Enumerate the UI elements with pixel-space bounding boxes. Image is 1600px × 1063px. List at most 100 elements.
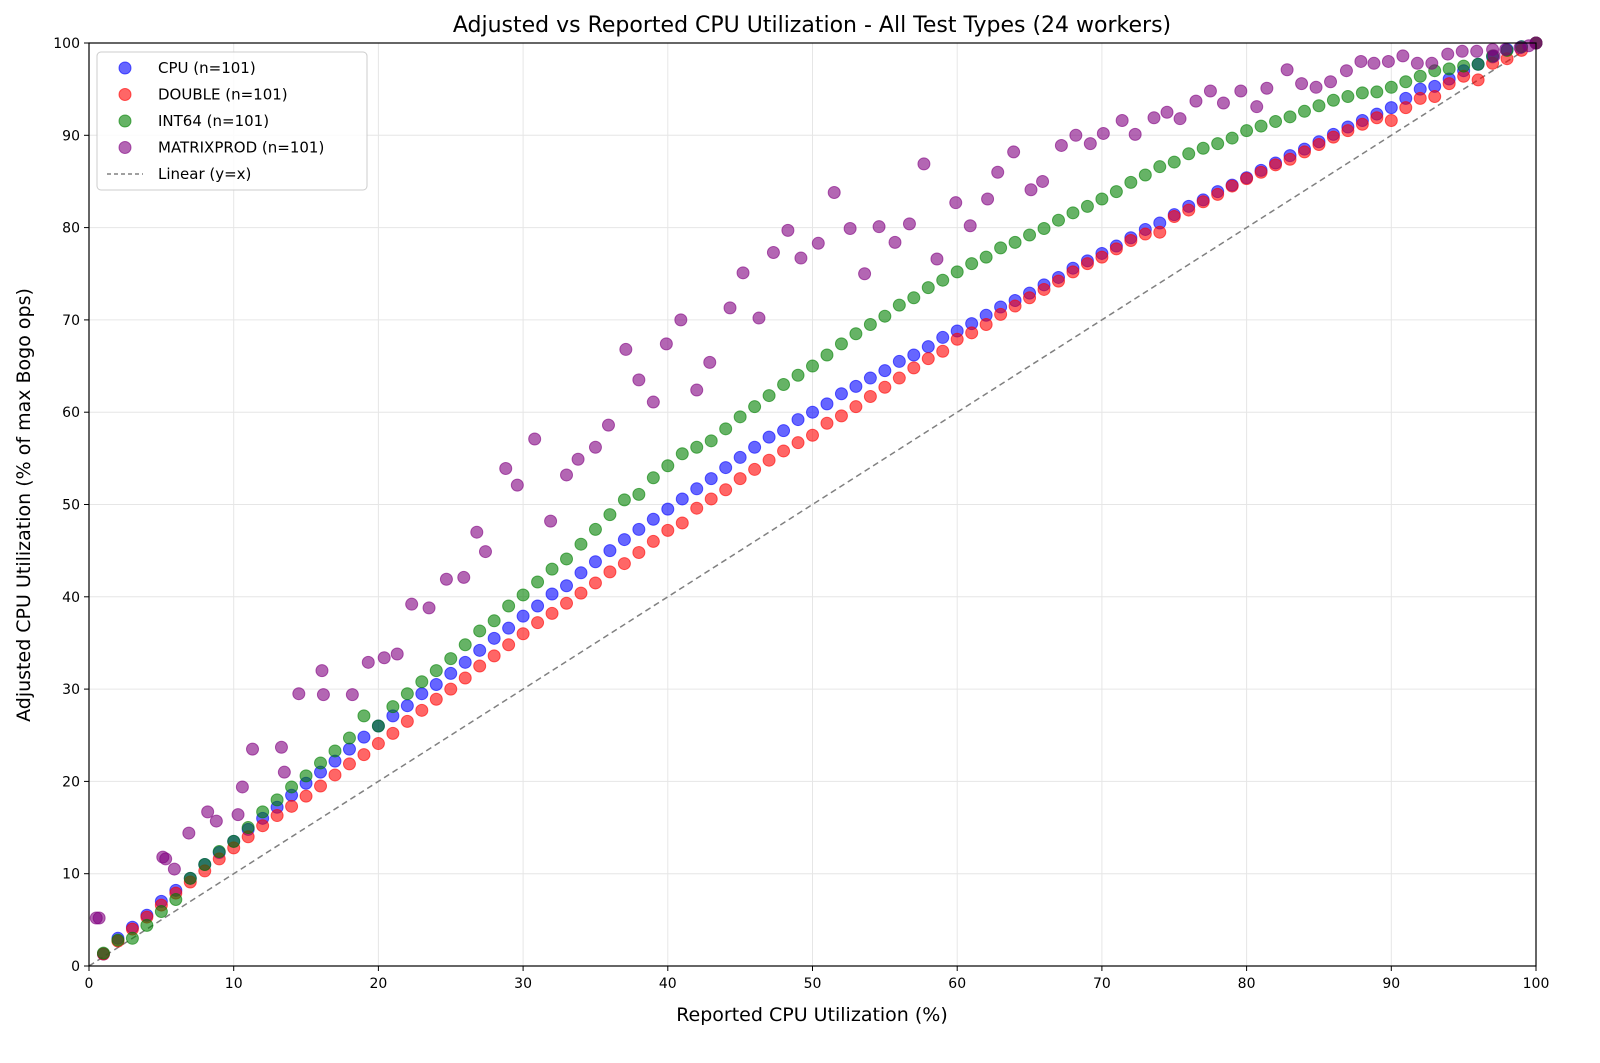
data-point: [863, 318, 877, 332]
data-point: [405, 597, 419, 611]
data-point: [748, 400, 762, 414]
data-point: [277, 765, 291, 779]
data-point: [1384, 80, 1398, 94]
data-point: [762, 453, 776, 467]
data-point: [1147, 111, 1161, 125]
data-point: [979, 318, 993, 332]
data-point: [777, 424, 791, 438]
data-point: [690, 440, 704, 454]
data-point: [1066, 206, 1080, 220]
data-point: [979, 250, 993, 264]
data-point: [675, 447, 689, 461]
data-point: [1487, 49, 1501, 63]
data-point: [528, 432, 542, 446]
data-point: [834, 337, 848, 351]
data-point: [212, 845, 226, 859]
data-point: [1442, 77, 1456, 91]
data-point: [675, 492, 689, 506]
data-point: [571, 452, 585, 466]
data-point: [888, 235, 902, 249]
data-points: [89, 36, 1543, 961]
data-point: [834, 387, 848, 401]
data-point: [752, 311, 766, 325]
data-point: [1115, 114, 1129, 128]
data-point: [863, 390, 877, 404]
data-point: [415, 703, 429, 717]
data-point: [704, 472, 718, 486]
data-point: [92, 911, 106, 925]
data-point: [270, 793, 284, 807]
legend-marker: [118, 141, 132, 154]
data-point: [487, 631, 501, 645]
data-point: [646, 512, 660, 526]
y-tick-label: 20: [62, 774, 80, 790]
data-point: [703, 355, 717, 369]
x-tick-label: 20: [369, 976, 387, 992]
data-point: [646, 534, 660, 548]
data-point: [560, 579, 574, 593]
data-point: [429, 664, 443, 678]
data-point: [299, 789, 313, 803]
data-point: [588, 555, 602, 569]
data-point: [531, 616, 545, 630]
data-point: [1442, 62, 1456, 76]
data-point: [574, 586, 588, 600]
data-point: [1441, 47, 1455, 61]
data-point: [849, 400, 863, 414]
data-point: [794, 251, 808, 265]
data-point: [361, 655, 375, 669]
data-point: [588, 522, 602, 536]
data-point: [241, 821, 255, 835]
data-point: [1283, 110, 1297, 124]
data-point: [936, 330, 950, 344]
data-point: [675, 516, 689, 530]
data-point: [182, 826, 196, 840]
data-point: [473, 659, 487, 673]
data-point: [470, 525, 484, 539]
data-point: [357, 748, 371, 762]
data-point: [167, 862, 181, 876]
data-point: [1128, 127, 1142, 141]
legend-label: MATRIXPROD (n=101): [158, 139, 324, 157]
series-matrixprod: [89, 36, 1543, 925]
data-point: [246, 742, 260, 756]
data-point: [1470, 44, 1484, 58]
data-point: [981, 192, 995, 206]
data-point: [878, 364, 892, 378]
data-point: [516, 609, 530, 623]
data-point: [457, 570, 471, 584]
data-point: [342, 757, 356, 771]
data-point: [1138, 168, 1152, 182]
data-point: [270, 809, 284, 823]
data-point: [1124, 234, 1138, 248]
data-point: [791, 368, 805, 382]
data-point: [1096, 126, 1110, 140]
data-point: [439, 572, 453, 586]
data-point: [1250, 100, 1264, 114]
y-tick-label: 40: [62, 590, 80, 606]
data-point: [849, 327, 863, 341]
data-point: [1425, 56, 1439, 70]
y-tick-label: 70: [62, 313, 80, 329]
y-tick-label: 50: [62, 498, 80, 514]
data-point: [601, 418, 615, 432]
data-point: [544, 514, 558, 528]
data-point: [400, 699, 414, 713]
data-point: [315, 664, 329, 678]
data-point: [917, 157, 931, 171]
y-tick-label: 60: [62, 405, 80, 421]
x-tick-label: 70: [1093, 976, 1111, 992]
data-point: [762, 430, 776, 444]
data-point: [209, 814, 223, 828]
data-point: [1167, 210, 1181, 224]
data-point: [849, 379, 863, 393]
data-point: [704, 492, 718, 506]
data-point: [371, 719, 385, 733]
data-point: [588, 440, 602, 454]
data-point: [1153, 225, 1167, 239]
data-point: [806, 405, 819, 419]
data-point: [1471, 73, 1485, 87]
data-point: [1254, 119, 1268, 133]
data-point: [1410, 56, 1424, 70]
y-tick-label: 90: [62, 128, 80, 144]
